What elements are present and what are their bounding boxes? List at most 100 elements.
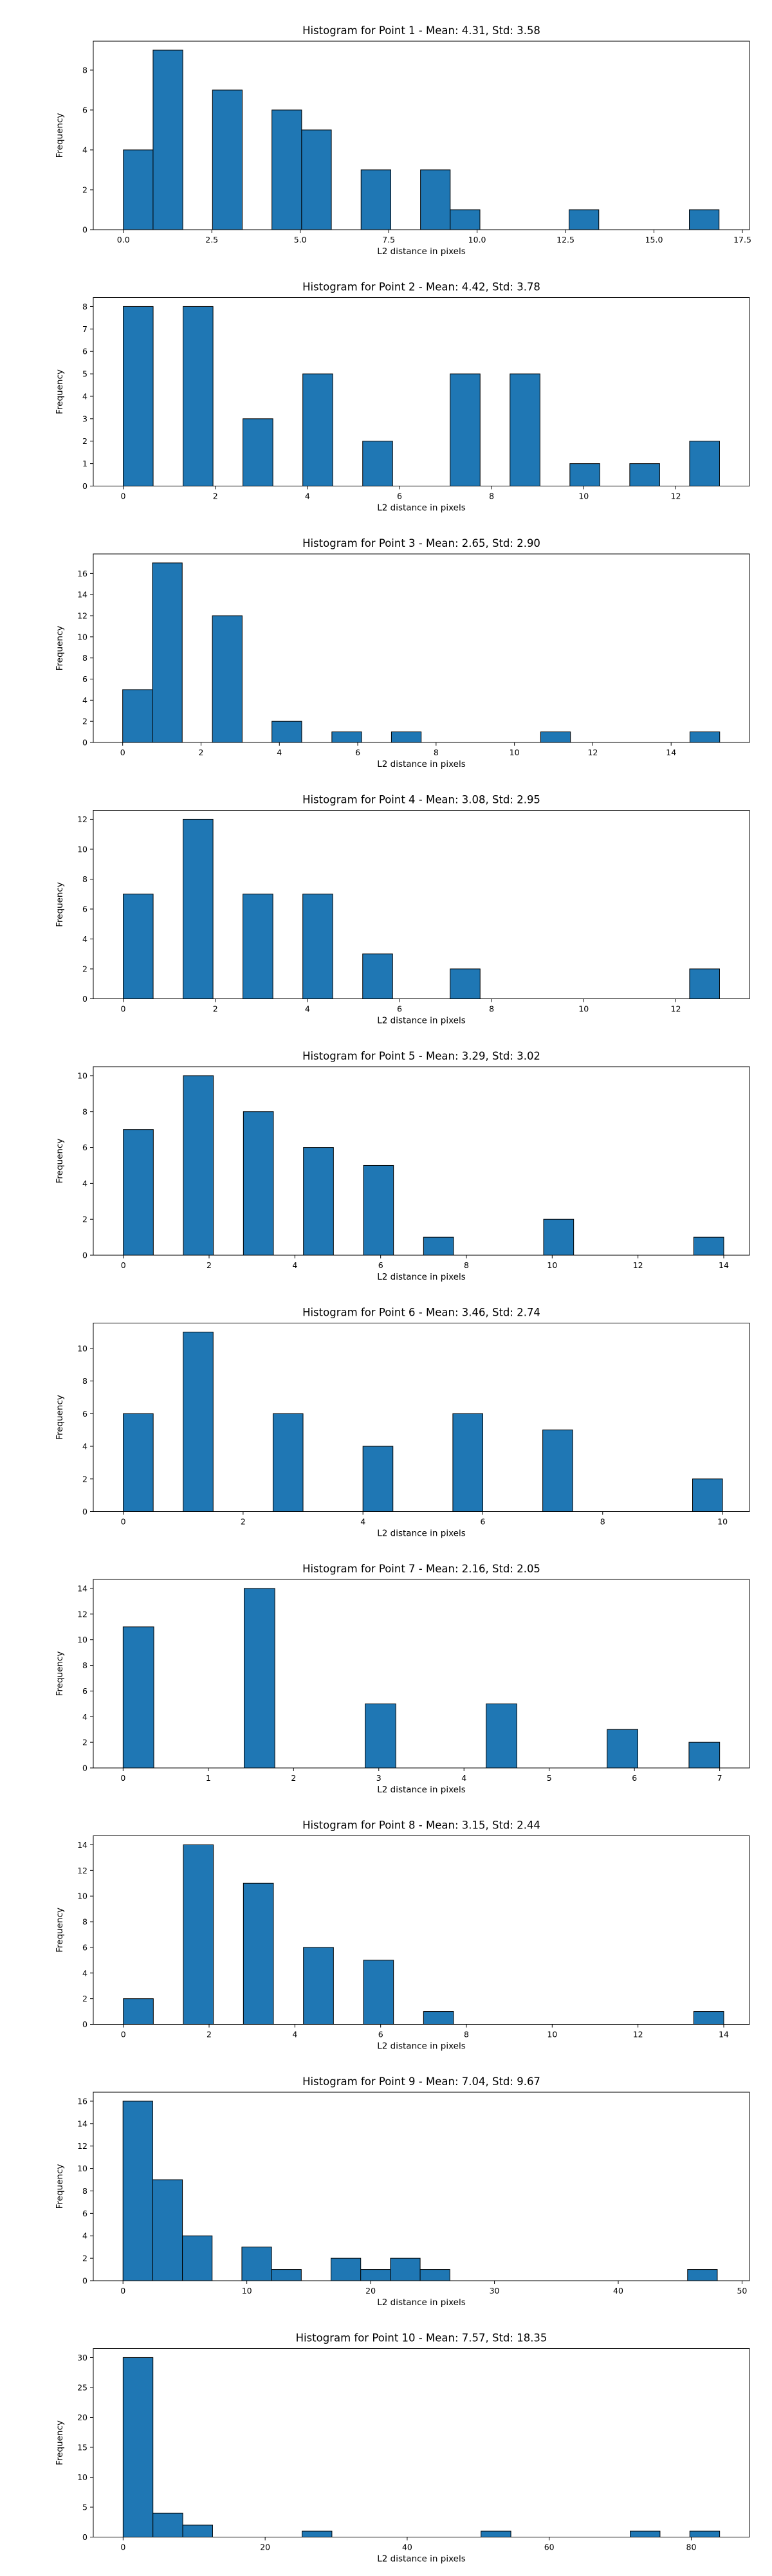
histogram-bar: [243, 1588, 275, 1769]
x-tick-label: 20: [260, 2543, 270, 2552]
chart-panel-1: Histogram for Point 1 - Mean: 4.31, Std:…: [55, 24, 751, 257]
y-axis-label: Frequency: [55, 369, 65, 414]
x-tick-label: 40: [613, 2286, 623, 2295]
x-axis-label: L2 distance in pixels: [377, 1529, 465, 1539]
x-tick-label: 2: [291, 1773, 296, 1783]
y-tick-label: 6: [82, 1686, 87, 1696]
histogram-bar: [152, 562, 183, 743]
x-tick-label: 0: [121, 492, 126, 501]
x-tick-label: 0: [120, 2543, 125, 2552]
x-tick-label: 4: [292, 1260, 297, 1270]
chart-title: Histogram for Point 9 - Mean: 7.04, Std:…: [302, 2075, 540, 2088]
y-tick-label: 7: [82, 324, 87, 334]
y-tick-label: 14: [77, 590, 87, 600]
histogram-bar: [123, 149, 154, 230]
axes-frame: [93, 553, 750, 743]
histogram-bar: [123, 1413, 154, 1513]
histogram-bar: [272, 1413, 304, 1513]
y-tick-label: 0: [82, 1507, 87, 1516]
y-tick-label: 10: [77, 1635, 87, 1644]
histogram-bar: [182, 2235, 213, 2281]
chart-panel-10: Histogram for Point 10 - Mean: 7.57, Std…: [55, 2332, 750, 2564]
x-tick-label: 12: [633, 1260, 643, 1270]
y-tick-label: 6: [82, 674, 87, 684]
x-tick-label: 60: [544, 2543, 555, 2552]
x-tick-label: 15.0: [645, 235, 663, 244]
histogram-bar: [271, 2269, 302, 2281]
x-axis-label: L2 distance in pixels: [377, 246, 465, 257]
y-tick-label: 8: [82, 65, 87, 75]
x-tick-label: 14: [719, 2030, 729, 2039]
histogram-bar: [302, 373, 333, 486]
y-axis-label: Frequency: [55, 2164, 65, 2209]
y-tick-label: 12: [77, 611, 87, 621]
x-tick-label: 10: [547, 1260, 557, 1270]
y-tick-label: 0: [82, 738, 87, 748]
x-tick-label: 3: [376, 1773, 381, 1783]
histogram-bar: [360, 2269, 391, 2281]
x-tick-label: 5: [547, 1773, 552, 1783]
histogram-bar: [630, 2530, 661, 2538]
histogram-bar: [423, 1237, 454, 1256]
y-tick-label: 14: [77, 1840, 87, 1850]
x-tick-label: 6: [378, 1260, 383, 1270]
y-tick-label: 25: [77, 2382, 87, 2392]
y-tick-label: 8: [82, 1107, 87, 1116]
x-tick-label: 80: [686, 2543, 697, 2552]
x-tick-label: 8: [489, 492, 494, 501]
y-tick-label: 2: [82, 185, 87, 194]
histogram-bar: [693, 2011, 724, 2025]
y-axis-label: Frequency: [55, 1651, 65, 1697]
y-tick-label: 6: [82, 904, 87, 914]
histogram-bar: [122, 1626, 154, 1769]
y-axis-label: Frequency: [55, 2420, 65, 2465]
x-tick-label: 0: [120, 2286, 125, 2295]
histogram-bar: [363, 1960, 394, 2025]
y-tick-label: 4: [82, 145, 87, 154]
y-tick-label: 10: [77, 1071, 87, 1080]
y-tick-label: 8: [82, 1917, 87, 1927]
axes-frame: [93, 2348, 750, 2537]
histogram-bar: [543, 1219, 574, 1256]
x-axis-label: L2 distance in pixels: [377, 1785, 465, 1795]
x-tick-label: 10: [242, 2286, 252, 2295]
y-tick-label: 4: [82, 1968, 87, 1978]
axes-frame: [93, 1066, 750, 1256]
histogram-bar: [271, 721, 302, 743]
histogram-bar: [183, 1075, 214, 1256]
y-axis-label: Frequency: [55, 113, 65, 158]
x-tick-label: 5.0: [294, 235, 307, 244]
histogram-bar: [689, 731, 721, 743]
histogram-bar: [510, 373, 540, 486]
histogram-bar: [419, 2269, 450, 2281]
y-tick-label: 10: [77, 2472, 87, 2482]
chart-title: Histogram for Point 1 - Mean: 4.31, Std:…: [302, 24, 540, 37]
chart-title: Histogram for Point 8 - Mean: 3.15, Std:…: [302, 1819, 540, 1832]
chart-panel-4: Histogram for Point 4 - Mean: 3.08, Std:…: [55, 794, 750, 1026]
y-tick-label: 16: [77, 2096, 87, 2106]
y-tick-label: 10: [77, 1343, 87, 1353]
axes-frame: [93, 41, 750, 230]
x-tick-label: 6: [355, 748, 360, 757]
y-tick-label: 4: [82, 1442, 87, 1451]
x-tick-label: 14: [666, 748, 676, 757]
histogram-bar: [688, 1742, 721, 1769]
y-tick-label: 6: [82, 1409, 87, 1419]
x-tick-label: 4: [305, 492, 310, 501]
x-tick-label: 12: [633, 2030, 643, 2039]
histogram-bar: [302, 2530, 333, 2538]
histogram-bar: [123, 306, 154, 486]
x-axis-label: L2 distance in pixels: [377, 759, 465, 769]
x-tick-label: 2: [207, 1260, 212, 1270]
x-axis-label: L2 distance in pixels: [377, 2554, 465, 2564]
y-tick-label: 30: [77, 2353, 87, 2362]
y-tick-label: 4: [82, 2231, 87, 2241]
x-tick-label: 0: [121, 1004, 126, 1014]
y-tick-label: 8: [82, 1376, 87, 1386]
y-tick-label: 6: [82, 1143, 87, 1152]
histogram-bar: [693, 1237, 724, 1256]
x-tick-label: 0: [121, 1517, 126, 1527]
histogram-bar: [122, 2357, 154, 2537]
x-tick-label: 50: [737, 2286, 747, 2295]
